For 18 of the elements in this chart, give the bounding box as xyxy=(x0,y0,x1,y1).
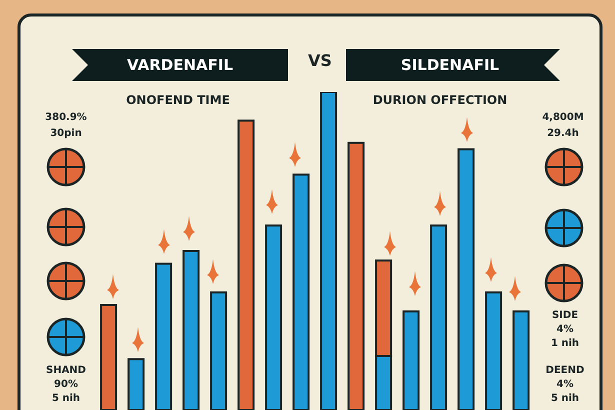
text: 4,800M xyxy=(542,112,584,123)
text: 90% xyxy=(54,379,78,390)
text: SIDE xyxy=(552,310,578,321)
text: 4% xyxy=(556,379,574,390)
text: 4% xyxy=(556,324,574,335)
text: 380.9% xyxy=(45,112,87,123)
text: DEEND xyxy=(546,365,584,376)
text: SILDENAFIL xyxy=(400,56,500,74)
text: VARDENAFIL xyxy=(127,56,234,74)
text: 5 nih xyxy=(550,393,580,404)
text: 5 nih xyxy=(52,393,80,404)
text: 30pin xyxy=(50,128,82,139)
annotation: DURION OFFECTION xyxy=(372,93,508,107)
text: SHAND xyxy=(46,365,86,376)
text: 29.4h xyxy=(547,128,579,139)
text: VS xyxy=(308,51,332,70)
text: 1 nih xyxy=(550,338,580,349)
annotation: ONOFEND TIME xyxy=(126,93,230,107)
